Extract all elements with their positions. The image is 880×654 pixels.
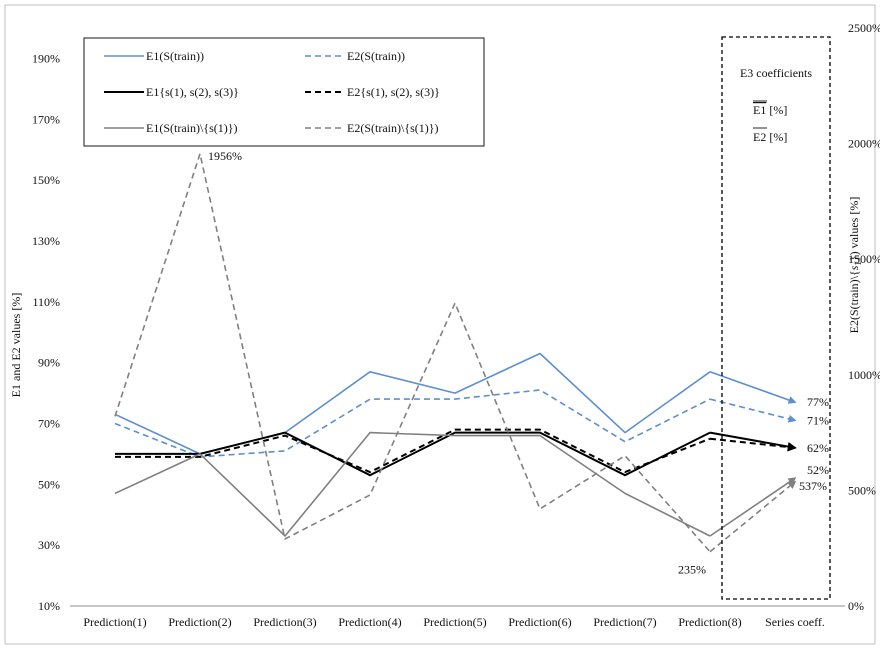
e3-e2-mean-label: E2 [%] xyxy=(753,130,787,144)
series-line xyxy=(114,153,711,553)
legend-label: E1(S(train)) xyxy=(146,49,204,63)
y-left-tick-label: 150% xyxy=(32,173,60,187)
e3-e1-mean-label: E1 [%] xyxy=(753,103,787,117)
y-right-tick-label: 0% xyxy=(848,599,864,613)
y-axis-right-title-suffix: }) values [%] xyxy=(847,197,861,261)
y-right-tick-label: 500% xyxy=(848,483,876,497)
y-axis-right-title-prefix: E2(S(train)\{ xyxy=(847,270,861,333)
y-left-tick-label: 50% xyxy=(38,477,60,491)
y-axis-right-ticks: 0% 500% 1000% 1500% 2000% 2500% xyxy=(848,21,880,613)
series-line xyxy=(114,431,711,537)
data-labels: 1956% 235% 77% 71% 62% 52% 537% xyxy=(208,149,829,577)
series-coeff-arrow xyxy=(709,480,797,553)
e3-box-border xyxy=(721,36,831,600)
data-label: 537% xyxy=(799,479,827,493)
y-axis-right-title: E2(S(train)\{s1}) values [%] xyxy=(847,197,863,334)
y-left-tick-label: 30% xyxy=(38,538,60,552)
y-left-tick-label: 130% xyxy=(32,234,60,248)
y-axis-right-title-var: s xyxy=(847,265,861,270)
e3-e2-mean-unit: [%] xyxy=(766,130,787,144)
y-axis-left-ticks: 10% 30% 50% 70% 90% 110% 130% 150% 170% 190% xyxy=(32,51,60,613)
e3-e1-mean-unit: [%] xyxy=(766,103,787,117)
y-right-tick-label: 1500% xyxy=(848,252,880,266)
x-tick-label: Prediction(1) xyxy=(83,615,146,629)
legend-label: E2(S(train)) xyxy=(347,49,405,63)
y-right-tick-label: 2000% xyxy=(848,137,880,151)
legend-label: E2(S(train)\{s(1)}) xyxy=(347,121,439,135)
x-tick-label: Series coeff. xyxy=(765,615,825,629)
y-axis-right-title-subscript: 1 xyxy=(853,261,863,266)
series-coeff-arrow xyxy=(709,477,797,537)
series-layer xyxy=(114,153,797,553)
y-left-tick-label: 190% xyxy=(32,51,60,65)
y-left-tick-label: 90% xyxy=(38,356,60,370)
series-coeff-arrow xyxy=(709,371,797,404)
x-tick-label: Prediction(6) xyxy=(508,615,571,629)
series-coeff-arrow xyxy=(709,431,797,451)
data-label: 77% xyxy=(807,395,829,409)
e3-e2-mean-symbol: E2 xyxy=(753,130,766,144)
legend-box xyxy=(83,37,485,147)
y-right-tick-label: 2500% xyxy=(848,21,880,35)
legend: E1(S(train)) E2(S(train)) E1{s(1), s(2), s… xyxy=(83,37,485,147)
legend-label: E1{s(1), s(2), s(3)} xyxy=(146,85,239,99)
y-left-tick-label: 170% xyxy=(32,112,60,126)
y-axis-left-title: E1 and E2 values [%] xyxy=(9,293,23,398)
series-coeff-arrow xyxy=(709,437,797,452)
data-label: 52% xyxy=(807,463,829,477)
series-coeff-arrow xyxy=(709,398,797,423)
data-label: 1956% xyxy=(208,149,242,163)
e3-e1-mean-symbol: E1 xyxy=(753,103,766,117)
legend-label: E1(S(train)\{s(1)}) xyxy=(146,121,238,135)
e3-box-title: E3 coefficients xyxy=(740,66,812,80)
y-left-tick-label: 110% xyxy=(32,295,60,309)
data-label: 235% xyxy=(678,563,706,577)
y-left-tick-label: 70% xyxy=(38,416,60,430)
series-line xyxy=(114,389,711,458)
y-right-tick-label: 1000% xyxy=(848,368,880,382)
x-tick-label: Prediction(8) xyxy=(678,615,741,629)
x-axis-ticks: Prediction(1) Prediction(2) Prediction(3) P… xyxy=(83,615,825,629)
x-tick-label: Prediction(2) xyxy=(168,615,231,629)
x-tick-label: Prediction(7) xyxy=(593,615,656,629)
x-tick-label: Prediction(3) xyxy=(253,615,316,629)
series-line xyxy=(115,431,711,477)
data-label: 62% xyxy=(807,441,829,455)
data-label: 71% xyxy=(807,413,829,427)
e3-coefficients-box: E3 coefficients E1 [%] E2 [%] xyxy=(721,36,831,600)
y-left-tick-label: 10% xyxy=(38,599,60,613)
legend-label: E2{s(1), s(2), s(3)} xyxy=(347,85,440,99)
x-tick-label: Prediction(5) xyxy=(423,615,486,629)
x-tick-label: Prediction(4) xyxy=(338,615,401,629)
